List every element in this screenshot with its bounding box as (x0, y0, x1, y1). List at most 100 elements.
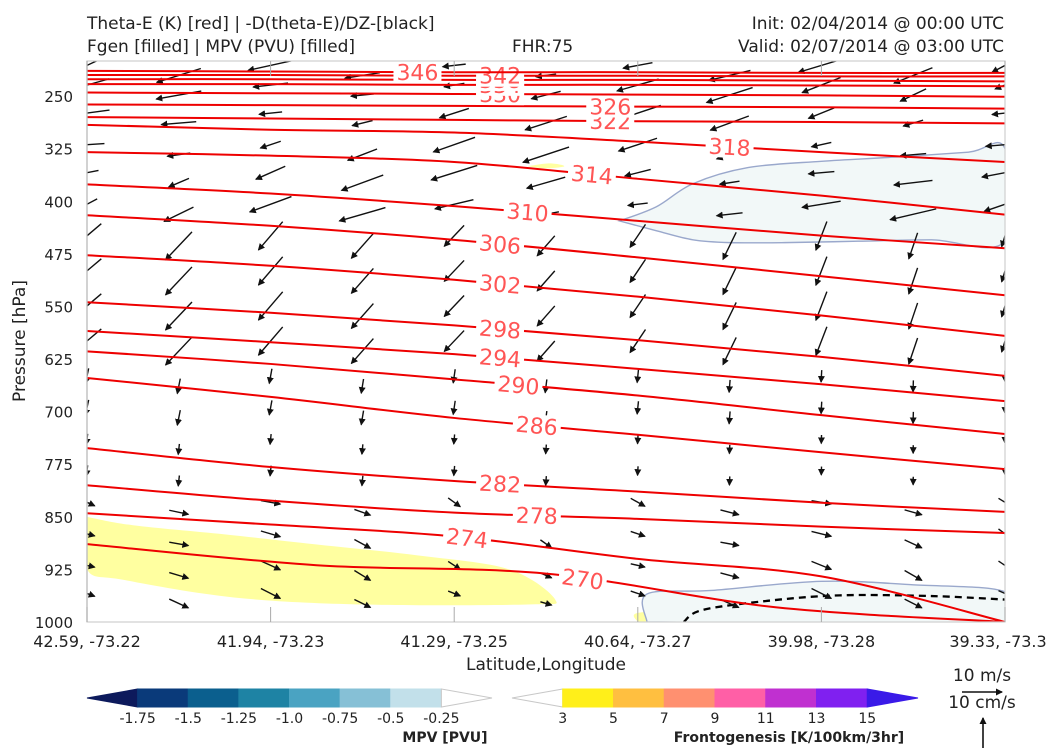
theta-e-contour-282 (87, 447, 1005, 513)
wind-vector (447, 497, 462, 508)
wind-vector (722, 337, 737, 366)
wind-vector (443, 259, 465, 283)
contour-label-302: 302 (478, 271, 522, 300)
wind-vector (811, 587, 833, 600)
x-tick-label: 41.94, -73.23 (217, 632, 325, 651)
mpv-colorbar-tick: -0.5 (377, 711, 404, 727)
wind-vector (630, 590, 646, 598)
mpv-colorbar-segment (390, 688, 442, 708)
wind-vector (720, 572, 740, 580)
wind-vector (87, 399, 91, 417)
fgen-colorbar-tick: 15 (858, 711, 876, 727)
mpv-colorbar-segment (187, 688, 240, 708)
wind-vector (991, 110, 1005, 118)
x-tick-label: 39.98, -73.28 (768, 632, 876, 651)
wind-vector (164, 301, 193, 331)
theta-e-contour-290 (87, 350, 1005, 436)
wind-vector (358, 378, 366, 395)
wind-vector (257, 291, 284, 321)
wind-vector (259, 140, 281, 150)
wind-vector (87, 530, 96, 538)
wind-vector (434, 199, 474, 211)
fgen-colorbar-tick: 7 (660, 711, 669, 727)
contour-label-bg (511, 412, 562, 439)
mpv-colorbar-segment (137, 688, 189, 708)
contour-label-bg (586, 95, 635, 118)
wind-vector (443, 224, 465, 247)
wind-vector (354, 569, 372, 581)
contour-label-294: 294 (478, 345, 522, 373)
wind-vector (169, 571, 190, 580)
wind-vector (350, 338, 374, 365)
wind-vector (443, 330, 465, 353)
wind-vector (907, 232, 919, 260)
wind-vector (87, 590, 96, 598)
wind-vector (726, 411, 734, 425)
wind-vector (175, 378, 182, 395)
y-axis-label: Pressure [hPa] (10, 280, 30, 402)
wind-vector (522, 146, 570, 164)
wind-vector (630, 562, 646, 570)
wind-vector (432, 136, 476, 154)
wind-vector (814, 256, 828, 287)
wind-vector (260, 587, 282, 600)
wind-vector (907, 337, 919, 365)
wind-vector (817, 401, 825, 415)
wind-vector (255, 165, 286, 180)
wind-vector (994, 83, 1005, 91)
wind-vector (715, 211, 743, 219)
wind-vector (634, 401, 642, 415)
wind-vector (634, 369, 642, 384)
wind-vector (450, 369, 458, 384)
wind-vector (1000, 268, 1005, 283)
wind-vector (904, 509, 923, 517)
wind-vector (450, 434, 458, 445)
theta-e-contour-330 (87, 91, 1005, 98)
mpv-colorbar-tick: -1.25 (221, 711, 257, 727)
fgen-colorbar-segment (816, 688, 868, 708)
mpv-colorbar-segment (86, 688, 139, 708)
mpv-colorbar-tick: -1.0 (276, 711, 303, 727)
contour-label-326: 326 (589, 95, 631, 120)
wind-vector (450, 465, 458, 477)
wind-vector (175, 475, 183, 487)
wind-vector (629, 223, 647, 249)
wind-vector (87, 78, 110, 86)
wind-vector (168, 598, 190, 609)
wind-vector (904, 539, 923, 549)
contour-label-bg (475, 344, 525, 371)
contour-label-278: 278 (515, 504, 558, 530)
fgen-colorbar-segment (613, 688, 665, 708)
wind-vector (87, 368, 91, 385)
fgen-colorbar-segment (765, 688, 817, 708)
x-tick-label: 42.59, -73.22 (33, 632, 141, 651)
fgen-colorbar-segment (562, 688, 614, 708)
wind-vector (87, 258, 102, 272)
contour-label-bg (393, 61, 442, 84)
wind-vector (524, 115, 568, 132)
y-tick-label: 400 (44, 193, 73, 211)
theta-e-contour-342 (87, 73, 1005, 78)
fgen-colorbar-tick: 11 (757, 711, 775, 727)
wind-vector (722, 267, 737, 296)
mpv-colorbar-segment (440, 688, 493, 708)
wind-vector (438, 107, 470, 120)
wind-vector (718, 179, 740, 187)
wind-vector (164, 266, 193, 296)
wind-vector (164, 231, 193, 261)
wind-vector (807, 169, 835, 177)
wind-vector (87, 223, 102, 237)
theta-e-contour-338 (87, 78, 1005, 83)
title-line-1: Theta-E (K) [red] | -D(theta-E)/DZ-[blac… (87, 14, 435, 34)
contour-label-310: 310 (506, 199, 550, 227)
fgen-colorbar-tick: 9 (711, 711, 720, 727)
wind-vector (629, 259, 647, 284)
wind-vector (629, 294, 647, 319)
wind-vector (359, 444, 366, 456)
wind-vector (169, 541, 190, 548)
wind-vector (443, 295, 465, 318)
theta-e-contour-302 (87, 254, 1005, 337)
wind-vector (87, 109, 110, 114)
y-tick-label: 700 (44, 404, 73, 422)
mpv-colorbar-tick: -0.25 (423, 711, 459, 727)
